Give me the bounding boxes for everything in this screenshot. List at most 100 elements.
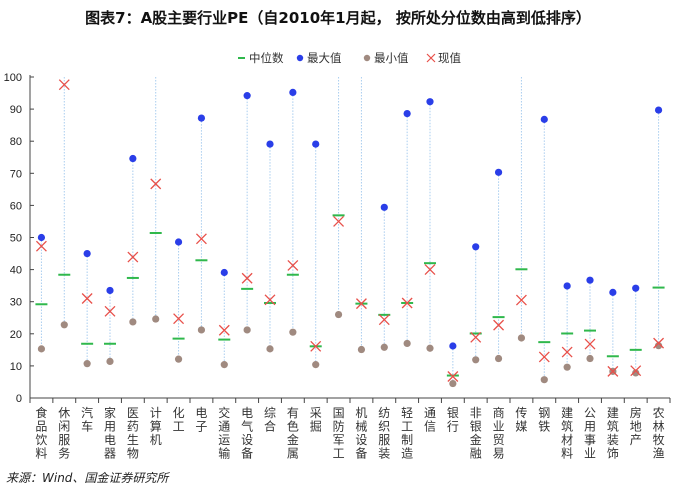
- max-point: [380, 203, 388, 211]
- chart-title: 图表7：A股主要行业PE（自2010年1月起， 按所处分位数由高到低排序）: [85, 9, 591, 27]
- legend-min-icon: [363, 54, 371, 62]
- category-label: 电气设备: [241, 406, 253, 461]
- min-point: [403, 339, 411, 348]
- legend-label: 最大值: [307, 51, 342, 65]
- max-point: [586, 276, 594, 284]
- category-label: 钢铁: [538, 406, 550, 434]
- current-mark: [58, 79, 70, 91]
- max-point: [472, 243, 480, 251]
- current-mark: [173, 313, 185, 325]
- current-mark: [127, 251, 139, 263]
- current-mark: [447, 371, 459, 382]
- y-tick-label: 30: [10, 297, 22, 309]
- min-point: [380, 343, 388, 351]
- legend-label: 中位数: [249, 51, 284, 65]
- min-point: [517, 334, 526, 342]
- current-mark: [630, 365, 642, 377]
- current-mark: [355, 298, 367, 310]
- current-mark: [470, 331, 482, 343]
- category-label: 有色金属: [287, 406, 299, 461]
- y-tick-label: 80: [10, 136, 22, 148]
- min-point: [632, 369, 640, 377]
- min-point: [540, 376, 548, 384]
- max-point: [403, 109, 411, 118]
- category-label: 计算机: [150, 406, 162, 447]
- current-mark: [35, 240, 47, 252]
- current-mark: [150, 178, 162, 190]
- y-tick-label: 60: [10, 200, 22, 212]
- max-point: [220, 268, 228, 277]
- max-point: [266, 140, 274, 148]
- current-mark: [561, 346, 573, 358]
- category-label: 通信: [424, 406, 436, 434]
- y-tick-label: 20: [10, 329, 22, 341]
- max-point: [83, 249, 91, 258]
- category-label: 公用事业: [584, 406, 596, 461]
- max-point: [174, 238, 183, 246]
- category-label: 交通运输: [218, 405, 230, 461]
- current-mark: [607, 365, 619, 377]
- max-point: [129, 154, 137, 163]
- min-point: [586, 354, 594, 363]
- current-mark: [104, 305, 116, 317]
- data-marks: [35, 79, 665, 388]
- max-point: [494, 168, 503, 176]
- min-point: [220, 361, 228, 369]
- y-tick-label: 0: [16, 393, 22, 405]
- current-mark: [584, 338, 596, 350]
- legend: 中位数 最大值 最小值 现值: [238, 51, 461, 65]
- current-mark: [333, 215, 345, 227]
- current-mark: [515, 294, 527, 306]
- max-point: [312, 140, 320, 148]
- min-point: [60, 321, 68, 329]
- range-lines: [40, 77, 660, 384]
- min-point: [129, 318, 137, 326]
- y-tick-label: 40: [10, 265, 22, 277]
- category-label: 机械设备: [355, 406, 367, 461]
- current-mark: [264, 294, 276, 306]
- min-point: [106, 357, 114, 366]
- category-labels: 食品饮料休闲服务汽车家用电器医药生物计算机化工电子交通运输电气设备综合有色金属采…: [35, 405, 664, 461]
- min-point: [37, 345, 46, 353]
- y-tick-label: 90: [10, 104, 22, 116]
- category-label: 电子: [195, 406, 207, 434]
- max-point: [289, 88, 297, 97]
- category-label: 轻工制造: [401, 406, 413, 461]
- max-point: [632, 284, 640, 292]
- category-label: 非银金融: [470, 406, 482, 461]
- legend-label: 现值: [438, 51, 461, 65]
- min-point: [197, 326, 206, 334]
- min-point: [449, 379, 457, 388]
- min-point: [357, 345, 366, 354]
- min-point: [243, 326, 251, 334]
- current-mark: [401, 297, 413, 309]
- category-label: 采掘: [310, 406, 322, 434]
- max-point: [37, 233, 46, 242]
- min-point: [289, 328, 297, 336]
- current-mark: [195, 233, 207, 245]
- current-mark: [538, 351, 550, 363]
- max-point: [540, 115, 548, 123]
- min-point: [83, 360, 91, 368]
- min-point: [174, 355, 183, 363]
- category-label: 建筑装饰: [607, 406, 619, 461]
- category-label: 农林牧渔: [653, 406, 665, 461]
- category-label: 食品饮料: [35, 405, 47, 461]
- max-point: [654, 106, 663, 114]
- min-point: [563, 363, 571, 371]
- min-point: [472, 356, 480, 364]
- max-point: [197, 114, 206, 122]
- current-mark: [653, 337, 665, 349]
- y-tick-label: 10: [10, 361, 22, 373]
- y-tick-label: 100: [4, 72, 22, 84]
- category-label: 汽车: [81, 405, 93, 434]
- legend-current-icon: [426, 53, 436, 63]
- category-label: 房地产: [630, 405, 642, 447]
- category-label: 家用电器: [104, 405, 116, 461]
- current-mark: [241, 272, 253, 284]
- category-label: 传媒: [515, 405, 527, 434]
- category-label: 休闲服务: [58, 406, 70, 461]
- y-tick-label: 70: [10, 168, 22, 180]
- min-point: [152, 315, 160, 323]
